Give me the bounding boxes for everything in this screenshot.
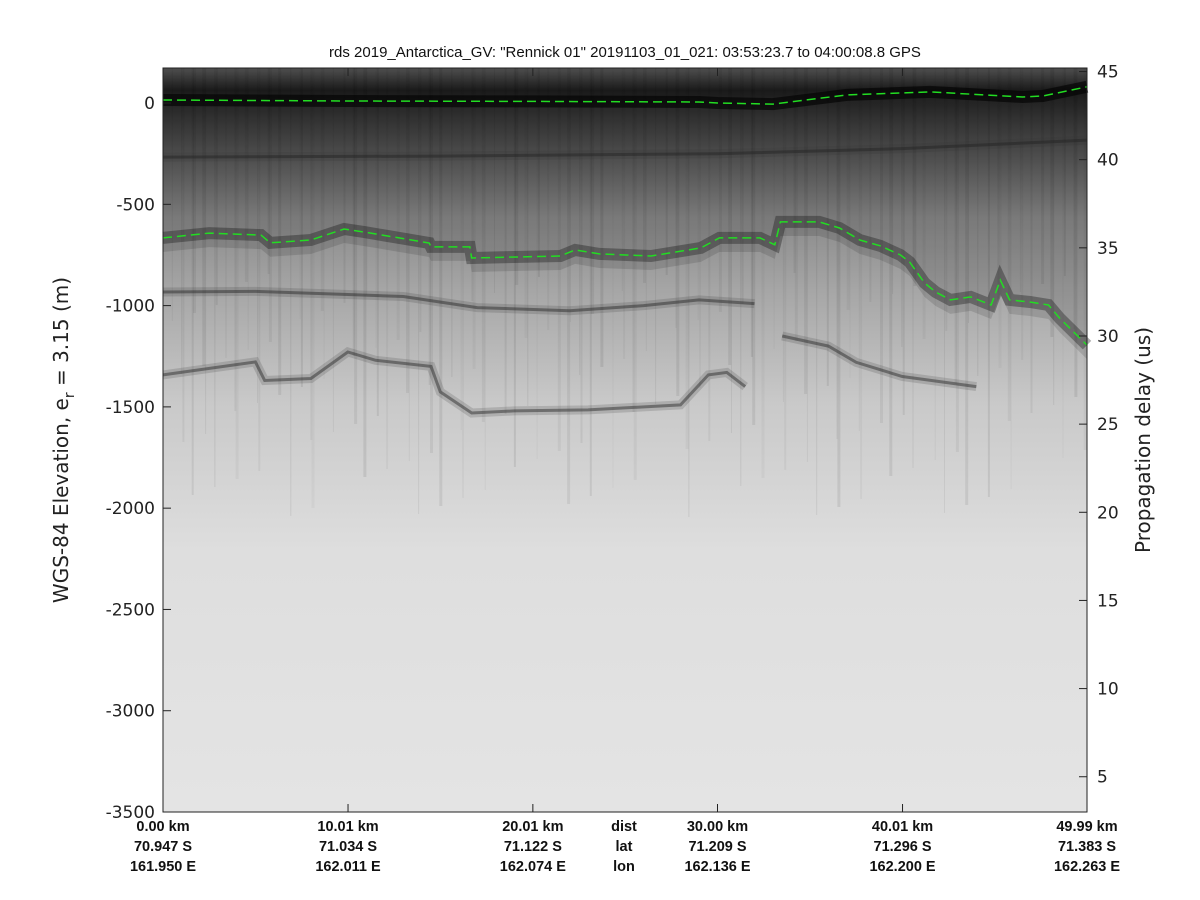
y-tick-label: -1000: [106, 297, 155, 317]
echogram-background: [163, 68, 1087, 812]
y2-tick-label: 5: [1097, 768, 1108, 788]
y2-tick-label: 45: [1097, 63, 1119, 83]
y-tick-label: -1500: [106, 398, 155, 418]
x-row-name-lat: lat: [616, 839, 633, 855]
x-tick-label-lon: 162.136 E: [684, 859, 750, 875]
y-tick-label: -500: [116, 195, 155, 215]
y2-tick-label: 10: [1097, 680, 1119, 700]
internal-layer-halo: [162, 347, 748, 418]
x-tick-label-dist: 0.00 km: [136, 819, 189, 835]
x-row-name-dist: dist: [611, 819, 637, 835]
y2-tick-label: 25: [1097, 415, 1119, 435]
x-tick-label-lat: 71.034 S: [319, 839, 377, 855]
internal-layer: [162, 138, 1088, 159]
x-tick-label-lon: 162.263 E: [1054, 859, 1120, 875]
y2-tick-label: 35: [1097, 239, 1119, 259]
y2-tick-label: 15: [1097, 591, 1119, 611]
x-tick-label-lat: 70.947 S: [134, 839, 192, 855]
y-axis-right: 5 10 15 20 25 30 35 40 45: [1079, 63, 1119, 788]
y-axis-left: 0 -500 -1000 -1500 -2000 -2500 -3000 -3500: [106, 94, 171, 823]
x-tick-label-lon: 162.200 E: [869, 859, 935, 875]
internal-layer-halo: [781, 331, 977, 392]
x-tick-label-dist: 10.01 km: [317, 819, 378, 835]
y-tick-label: -2500: [106, 600, 155, 620]
x-tick-label-lat: 71.209 S: [688, 839, 746, 855]
x-tick-label-lat: 71.122 S: [504, 839, 562, 855]
x-tick-label-dist: 40.01 km: [872, 819, 933, 835]
y-tick-label: -2000: [106, 499, 155, 519]
y-tick-label: -3500: [106, 803, 155, 823]
plot-frame: [162, 67, 1088, 813]
y2-tick-label: 30: [1097, 327, 1119, 347]
y2-axis-label: Propagation delay (us): [1131, 327, 1155, 553]
internal-layer: [162, 350, 747, 415]
x-tick-label-dist: 30.00 km: [687, 819, 748, 835]
surface-pick-line: [162, 86, 1088, 105]
ice-column-shading: [163, 68, 1087, 360]
y2-tick-label: 40: [1097, 151, 1119, 171]
x-tick-label-lon: 162.011 E: [315, 859, 381, 875]
chart-title: rds 2019_Antarctica_GV: "Rennick 01" 201…: [329, 44, 921, 61]
x-tick-label-dist: 49.99 km: [1056, 819, 1117, 835]
x-tick-label-dist: 20.01 km: [502, 819, 563, 835]
y2-tick-label: 20: [1097, 503, 1119, 523]
x-tick-label-lat: 71.296 S: [874, 839, 932, 855]
internal-layer: [162, 289, 755, 313]
x-tick-label-lon: 162.074 E: [500, 859, 566, 875]
internal-layer-halo: [162, 135, 1088, 162]
bed-pick-line: [162, 221, 1088, 346]
y-axis-label: WGS-84 Elevation, er = 3.15 (m): [49, 277, 78, 603]
internal-layer: [781, 334, 977, 389]
plot-area: [162, 67, 1092, 813]
y-tick-label: 0: [144, 94, 155, 114]
x-tick-label-lat: 71.383 S: [1058, 839, 1116, 855]
y-tick-label: -3000: [106, 702, 155, 722]
internal-layer-halo: [162, 286, 755, 316]
x-tick-label-lon: 161.950 E: [130, 859, 196, 875]
x-row-name-lon: lon: [613, 859, 635, 875]
x-axis-bottom: 0.00 km 70.947 S 161.950 E 10.01 km 71.034 S…: [130, 68, 1120, 875]
